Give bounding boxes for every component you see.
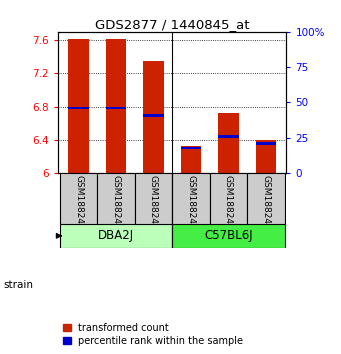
Bar (172, 173, 210, 224)
Bar (172, 224, 285, 248)
Text: GSM188240: GSM188240 (187, 175, 195, 229)
Text: GSM188244: GSM188244 (112, 175, 120, 229)
Bar (68, 107, 89, 109)
Bar (68, 39, 89, 173)
Bar (143, 61, 164, 173)
Bar (135, 173, 172, 224)
Bar (255, 142, 276, 145)
Legend: transformed count, percentile rank within the sample: transformed count, percentile rank withi… (63, 323, 243, 346)
Text: C57BL6J: C57BL6J (204, 229, 253, 242)
Title: GDS2877 / 1440845_at: GDS2877 / 1440845_at (95, 18, 250, 31)
Text: DBA2J: DBA2J (98, 229, 134, 242)
Text: GSM188241: GSM188241 (224, 175, 233, 229)
Text: GSM188242: GSM188242 (261, 175, 270, 229)
Bar (247, 173, 285, 224)
Bar (181, 147, 201, 173)
Text: GSM188243: GSM188243 (74, 175, 83, 229)
Bar (60, 173, 97, 224)
Text: strain: strain (3, 280, 33, 290)
Bar (97, 173, 135, 224)
Bar (143, 114, 164, 116)
Bar (60, 224, 172, 248)
Bar (106, 107, 126, 109)
Bar (106, 39, 126, 173)
Bar (218, 135, 239, 138)
Bar (218, 113, 239, 173)
Bar (255, 140, 276, 173)
Bar (210, 173, 247, 224)
Text: GSM188245: GSM188245 (149, 175, 158, 229)
Bar (181, 147, 201, 149)
